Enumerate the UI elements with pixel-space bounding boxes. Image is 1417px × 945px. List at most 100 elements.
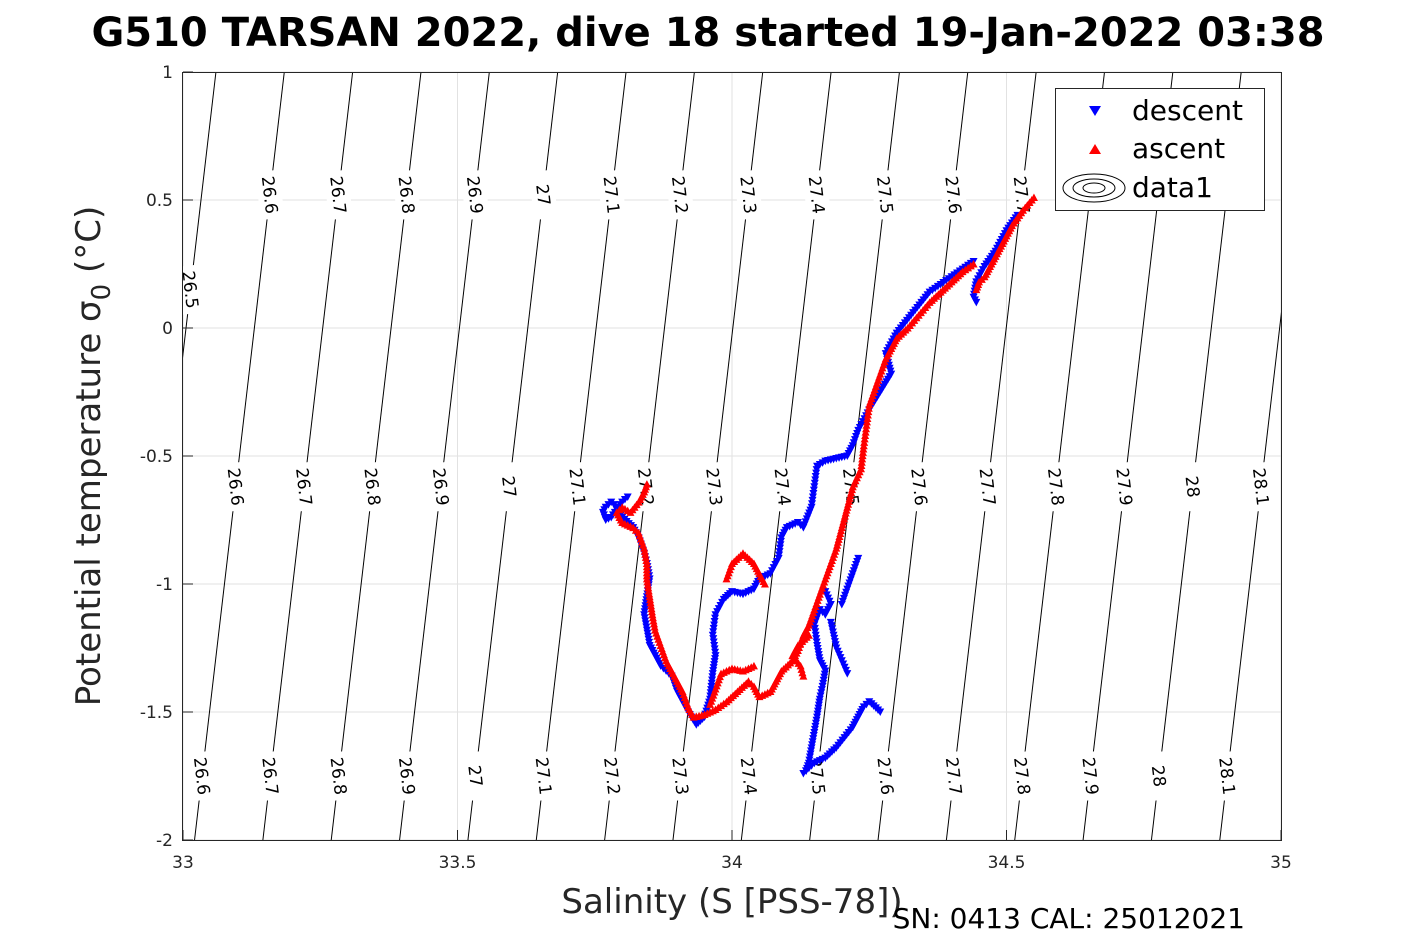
contour-label-bg [460, 169, 490, 221]
descent-marker [829, 631, 838, 640]
legend-contour-icon [1062, 173, 1126, 203]
x-tick-label: 35 [1270, 853, 1292, 873]
ascent-series [612, 193, 1038, 721]
contour-label: 27.9 [1077, 756, 1101, 796]
contour-label-bg [289, 461, 319, 512]
x-tick-label: 34 [721, 853, 743, 873]
descent-marker [830, 634, 839, 643]
descent-marker [832, 644, 841, 652]
ascent-marker [863, 414, 872, 422]
descent-marker [831, 641, 840, 649]
x-tick-label: 34.5 [988, 853, 1026, 873]
descent-marker [640, 608, 649, 616]
y-tick-label: -0.5 [140, 447, 173, 467]
descent-marker [876, 708, 885, 716]
contour-label-bg [324, 750, 354, 802]
legend-box [1055, 88, 1265, 211]
legend-descent-marker-icon [1089, 106, 1101, 116]
contour-label: 27.8 [1043, 467, 1067, 507]
serial-calibration-footer: SN: 0413 CAL: 25012021 [893, 902, 1245, 935]
contour-label-bg [802, 169, 832, 221]
descent-marker [643, 629, 652, 638]
contour-label-bg [597, 750, 627, 802]
contour-label: 26.8 [359, 467, 383, 507]
contour-label: 26.9 [428, 467, 452, 507]
y-axis-ticks: -2 -1.5 -1 -0.5 0 0.5 1 [140, 63, 193, 851]
ascent-marker [862, 421, 871, 429]
contour-label: 27.1 [599, 175, 623, 215]
legend-ascent-label: ascent [1132, 132, 1225, 165]
descent-marker [837, 600, 846, 609]
ascent-marker [864, 407, 873, 416]
ascent-marker [858, 448, 867, 456]
contour-label: 26.6 [257, 175, 281, 215]
contour-label-bg [1041, 461, 1071, 512]
contour-label: 27.2 [599, 756, 623, 796]
contour-label-bg [221, 461, 251, 512]
descent-marker [640, 614, 649, 622]
contour-label: 26.9 [462, 175, 486, 215]
contour-label-bg [1246, 461, 1276, 512]
contour-label-bg [596, 169, 627, 221]
contour-label: 27.2 [667, 175, 691, 215]
ascent-marker [799, 672, 808, 680]
y-tick-label: 1 [162, 63, 173, 83]
x-axis-ticks: 33 33.5 34 34.5 35 [172, 830, 1292, 873]
descent-marker [640, 611, 649, 619]
contour-label-bg [733, 169, 764, 221]
y-tick-label: -1.5 [140, 703, 173, 723]
contour-label-bg [1144, 750, 1174, 802]
contour-label: 27.4 [736, 756, 760, 796]
density-contour-line [1219, 311, 1281, 840]
legend: descent ascent data1 [1055, 88, 1265, 211]
descent-marker [830, 638, 839, 646]
y-axis-label-main: Potential temperature [69, 322, 109, 706]
ascent-marker [859, 441, 868, 450]
contour-label-bg [426, 461, 456, 512]
contour-label-bg [529, 750, 559, 802]
contour-label: 26.8 [326, 756, 350, 796]
ascent-marker [860, 434, 869, 443]
contour-label-bg [494, 461, 524, 512]
density-contour-line [183, 72, 217, 359]
descent-marker [972, 298, 981, 307]
contour-label-bg [255, 169, 285, 221]
descent-marker [642, 623, 651, 632]
contour-label: 27.9 [1111, 467, 1135, 507]
y-tick-label: 0 [162, 319, 173, 339]
y-axis-label: Potential temperature σ0 (°C) [69, 206, 117, 706]
descent-marker [623, 493, 632, 501]
ascent-marker [860, 438, 869, 446]
contour-label-bg [460, 750, 491, 802]
contour-label: 27.4 [770, 467, 794, 507]
contour-label: 27.1 [531, 756, 555, 796]
contour-label: 27.6 [906, 467, 930, 507]
contour-label-bg [175, 264, 206, 315]
ascent-marker [642, 480, 651, 488]
contour-label-bg [323, 169, 353, 221]
density-contour-labels: 26.6 26.7 26.8 26.9 27 27.1 27.2 27.3 27.4 27.5 27… [175, 169, 1276, 802]
contour-label: 27.1 [564, 467, 588, 507]
plot-box [182, 72, 1282, 841]
contour-label-bg [392, 750, 422, 802]
descent-marker [645, 641, 654, 650]
contour-label-bg [665, 750, 696, 802]
descent-marker [828, 625, 837, 633]
contour-label-bg [699, 461, 729, 512]
contour-label-bg [938, 169, 969, 221]
contour-label: 26.7 [257, 756, 281, 796]
contour-label-bg [870, 750, 901, 802]
descent-marker [641, 605, 650, 613]
descent-marker [642, 626, 651, 635]
contour-label-bg [734, 750, 764, 802]
density-contour-line [1288, 72, 1378, 840]
contour-label-bg [1212, 750, 1242, 802]
y-axis-label-subscript: 0 [87, 284, 117, 301]
ascent-marker [864, 404, 873, 412]
descent-series [598, 211, 1022, 778]
descent-marker [641, 617, 650, 625]
contour-label: 27 [463, 764, 485, 788]
contour-label-bg [1007, 750, 1037, 802]
y-axis-label-sigma: σ [69, 300, 109, 322]
